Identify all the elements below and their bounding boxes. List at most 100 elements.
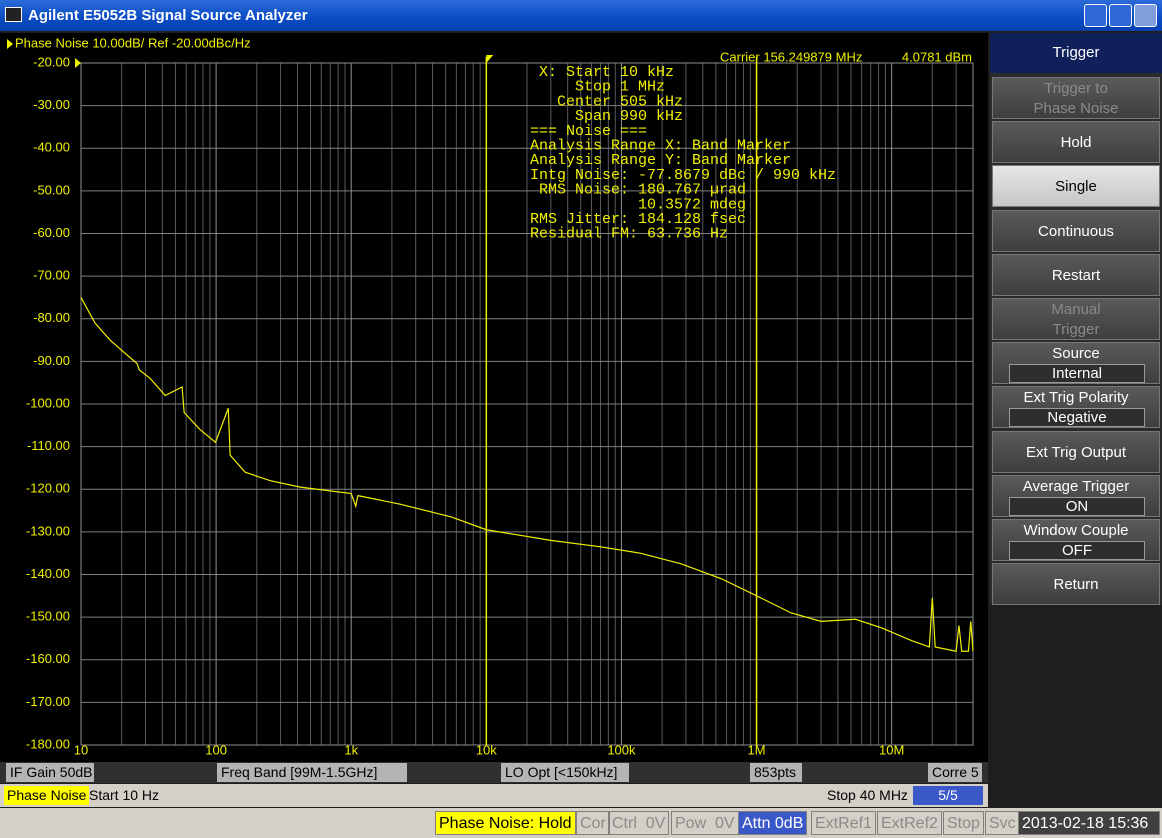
softkey-label: Source: [1052, 345, 1100, 363]
analysis-text: RMS Noise: 180.767 µrad: [539, 182, 746, 199]
analysis-text: === Noise ===: [530, 123, 647, 140]
softkey[interactable]: Single: [992, 165, 1160, 208]
softkey-label: Ext Trig Polarity: [1023, 389, 1129, 407]
softkey-value: ON: [1009, 496, 1145, 516]
softkey-label: Window Couple: [1023, 522, 1129, 539]
y-tick-label: -70.00: [33, 268, 70, 283]
softkey-label: Return: [1053, 576, 1099, 594]
trace-count: 5/5: [913, 786, 983, 805]
status-measurement: Phase Noise: Hold: [435, 811, 576, 835]
if-gain: IF Gain 50dB: [6, 763, 94, 782]
softkey[interactable]: Average Trigger ON: [992, 474, 1160, 517]
softkey-value: Negative: [1009, 408, 1145, 428]
y-tick-label: -60.00: [33, 225, 70, 240]
plot-frame: [80, 62, 974, 746]
x-tick-label: 100: [205, 742, 227, 757]
analysis-text: Span 990 kHz: [575, 108, 683, 125]
y-tick-label: -150.00: [26, 609, 70, 624]
softkey-label: Trigger to: [1044, 80, 1108, 97]
y-tick-label: -100.00: [26, 395, 70, 410]
y-tick-label: -130.00: [26, 523, 70, 538]
status-stop: Stop: [943, 811, 984, 835]
status-bar: Phase Noise: Hold Cor Ctrl 0V Pow 0V Att…: [0, 808, 1162, 838]
title-bar: Agilent E5052B Signal Source Analyzer: [0, 0, 1162, 31]
softkey-label: Hold: [1060, 134, 1092, 152]
analysis-text: RMS Jitter: 184.128 fsec: [530, 211, 746, 228]
x-tick-label: 10M: [879, 742, 904, 757]
status-extref1: ExtRef1: [811, 811, 876, 835]
status-cor: Cor: [576, 811, 610, 835]
softkey-label: Restart: [1051, 266, 1101, 284]
status-svc: Svc: [985, 811, 1020, 835]
x-tick-label: 1M: [748, 742, 766, 757]
softkey[interactable]: Ext Trig Polarity Negative: [992, 386, 1160, 429]
x-tick-label: 10k: [476, 742, 497, 757]
y-tick-label: -20.00: [33, 54, 70, 69]
softkey-label: Ext Trig Output: [1025, 443, 1127, 461]
analysis-text: Center 505 kHz: [557, 93, 683, 110]
softkey-header: Trigger: [990, 33, 1162, 73]
status-datetime: 2013-02-18 15:36: [1018, 811, 1160, 835]
softkey-label: Trigger: [1052, 321, 1100, 338]
trace: [80, 297, 974, 652]
analysis-text: X: Start 10 kHz: [539, 64, 674, 81]
x-tick-label: 1k: [344, 742, 358, 757]
correction: Corre 5: [928, 763, 982, 782]
softkey-label: Phase Noise: [1033, 100, 1119, 117]
marker-flag: [486, 55, 494, 63]
sweep-start: Start 10 Hz: [89, 787, 160, 803]
softkey-value: Internal: [1009, 364, 1145, 384]
analysis-text: Intg Noise: -77.8679 dBc / 990 kHz: [530, 167, 836, 184]
analysis-text: Analysis Range Y: Band Marker: [530, 152, 791, 169]
measurement[interactable]: Phase Noise: [4, 786, 90, 805]
channel-marker: [7, 39, 13, 49]
softkey[interactable]: Ext Trig Output: [992, 430, 1160, 473]
app-icon: [5, 7, 22, 22]
lo-opt: LO Opt [<150kHz]: [501, 763, 629, 782]
x-tick-label: 10: [74, 742, 88, 757]
carrier-power: 4.0781 dBm: [902, 49, 972, 64]
close-button[interactable]: [1134, 4, 1157, 27]
softkey: Manual Trigger: [992, 298, 1160, 340]
points: 853pts: [750, 763, 802, 782]
plot-area: Phase Noise 10.00dB/ Ref -20.00dBc/Hz Ca…: [0, 33, 988, 762]
y-tick-label: -90.00: [33, 353, 70, 368]
x-tick-label: 100k: [607, 742, 636, 757]
ref-marker: [75, 58, 81, 68]
softkey-value: OFF: [1009, 541, 1145, 560]
y-tick-label: -40.00: [33, 140, 70, 155]
softkey[interactable]: Source Internal: [992, 342, 1160, 385]
softkey: Trigger to Phase Noise: [992, 77, 1160, 119]
sweep-stop: Stop 40 MHz: [827, 787, 908, 803]
softkey[interactable]: Return: [992, 563, 1160, 606]
y-tick-label: -170.00: [26, 694, 70, 709]
softkey-panel: Trigger Trigger to Phase Noise Hold Single C…: [990, 33, 1162, 606]
window-title: Agilent E5052B Signal Source Analyzer: [28, 7, 308, 24]
y-tick-label: -120.00: [26, 481, 70, 496]
y-tick-label: -30.00: [33, 97, 70, 112]
analysis-text: Residual FM: 63.736 Hz: [530, 226, 728, 243]
y-tick-label: -80.00: [33, 310, 70, 325]
analysis-text: 10.3572 mdeg: [638, 196, 746, 213]
softkey[interactable]: Hold: [992, 121, 1160, 164]
status-attn: Attn 0dB: [738, 811, 808, 835]
freq-band: Freq Band [99M-1.5GHz]: [217, 763, 407, 782]
softkey[interactable]: Window Couple OFF: [992, 519, 1160, 561]
y-tick-label: -50.00: [33, 182, 70, 197]
channel-bar: IF Gain 50dB Freq Band [99M-1.5GHz] LO O…: [0, 762, 988, 783]
analysis-text: Stop 1 MHz: [575, 79, 665, 96]
y-tick-label: -140.00: [26, 566, 70, 581]
softkey-label: Average Trigger: [1022, 477, 1130, 495]
chart-title: Phase Noise 10.00dB/ Ref -20.00dBc/Hz: [15, 35, 251, 50]
softkey[interactable]: Restart: [992, 253, 1160, 296]
softkey[interactable]: Continuous: [992, 209, 1160, 252]
analysis-text: Analysis Range X: Band Marker: [530, 137, 791, 154]
softkey-label: Continuous: [1038, 222, 1114, 240]
minimize-button[interactable]: [1084, 4, 1107, 27]
chart: Phase Noise 10.00dB/ Ref -20.00dBc/Hz Ca…: [7, 35, 974, 757]
status-pow: Pow 0V: [671, 811, 739, 835]
status-ctrl: Ctrl 0V: [608, 811, 670, 835]
sweep-bar: Phase Noise Start 10 Hz Stop 40 MHz 5/5: [0, 784, 988, 807]
restore-button[interactable]: [1109, 4, 1132, 27]
